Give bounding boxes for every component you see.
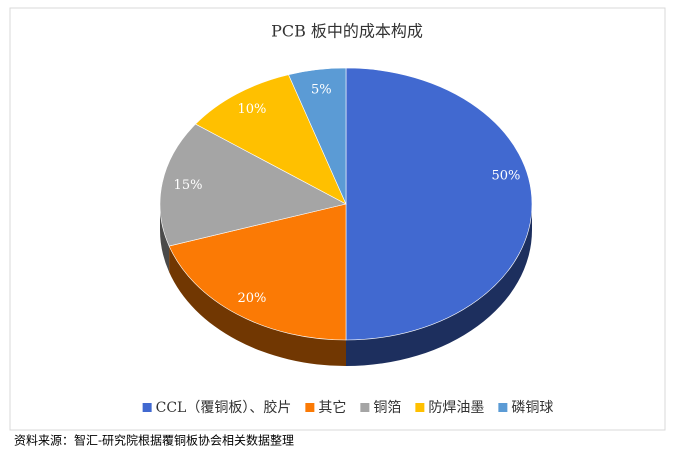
legend-label: CCL（覆铜板）、胶片	[156, 399, 292, 416]
data-label: 10%	[238, 102, 267, 117]
pie-side	[346, 204, 532, 366]
legend-label: 磷铜球	[511, 400, 553, 416]
pie-side	[169, 246, 346, 366]
pie-slice	[159, 123, 347, 247]
chart-title: PCB 板中的成本构成	[271, 22, 423, 41]
legend-label: 防焊油墨	[428, 400, 484, 416]
legend-swatch	[142, 403, 152, 412]
legend-swatch	[360, 403, 370, 412]
data-label: 5%	[311, 82, 332, 97]
pie-slice	[195, 74, 347, 205]
data-label: 15%	[174, 178, 203, 193]
pie-slice	[288, 67, 347, 205]
pie-slice	[168, 203, 347, 341]
legend-swatch	[305, 403, 315, 412]
data-label: 20%	[238, 291, 267, 306]
source-note: 资料来源：智汇-研究院根据覆铜板协会相关数据整理	[14, 433, 294, 448]
pie-side	[160, 204, 170, 273]
legend-swatch	[415, 403, 425, 412]
pie-slice	[345, 67, 533, 341]
legend-swatch	[498, 403, 508, 412]
legend-label: 铜箔	[373, 400, 401, 416]
data-label: 50%	[492, 169, 521, 184]
legend-label: 其它	[318, 399, 346, 416]
